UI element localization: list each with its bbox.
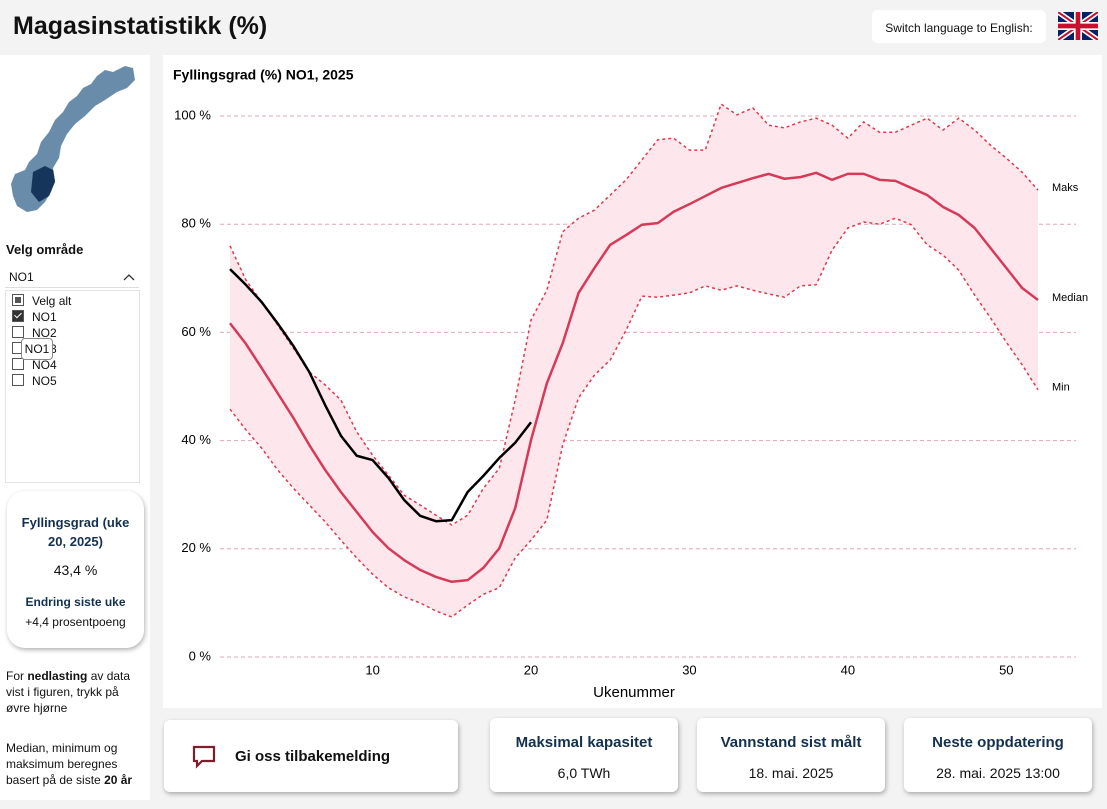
area-list: Velg altNO1NO2NO3NO4NO5 [5, 290, 140, 483]
uk-flag[interactable] [1058, 12, 1098, 40]
area-option[interactable]: NO2 [12, 325, 57, 341]
note-text: For [6, 669, 28, 683]
card-value: 18. mai. 2025 [748, 765, 834, 781]
x-tick-label: 30 [682, 662, 696, 677]
option-label: Velg alt [32, 294, 72, 308]
checkbox [12, 374, 24, 386]
kpi-change-title: Endring siste uke [25, 595, 126, 609]
language-button[interactable]: Switch language to English: [872, 10, 1046, 43]
series-end-label: Median [1052, 292, 1088, 304]
series-end-label: Min [1052, 382, 1070, 394]
feedback-text: Gi oss tilbakemelding [235, 748, 391, 765]
series-end-label: Maks [1052, 182, 1079, 194]
chart-panel: Fyllingsgrad (%) NO1, 2025 Ukenummer 0 %… [163, 55, 1102, 708]
checkbox [12, 310, 24, 322]
map-region-selected[interactable] [31, 166, 55, 202]
info-card: Vannstand sist målt 18. mai. 2025 [697, 718, 885, 792]
y-tick-label: 0 % [189, 648, 212, 663]
page-title: Magasinstatistikk (%) [13, 12, 268, 40]
x-axis-label: Ukenummer [593, 684, 675, 701]
x-tick-label: 40 [841, 662, 855, 677]
y-tick-label: 60 % [181, 324, 211, 339]
y-tick-label: 20 % [181, 540, 211, 555]
series-line [229, 217, 1039, 618]
note-text: nedlasting [27, 669, 88, 683]
option-label: NO2 [32, 326, 57, 340]
note-text: av data vist i figuren, trykk på øvre hj… [6, 669, 131, 715]
kpi-card: Fyllingsgrad (uke 20, 2025) 43,4 % Endri… [7, 491, 144, 648]
y-tick-label: 100 % [174, 107, 211, 122]
note: Median, minimum og maksimum beregnes bas… [6, 740, 146, 788]
info-card: Neste oppdatering 28. mai. 2025 13:00 [904, 718, 1092, 792]
y-tick-label: 40 % [181, 432, 211, 447]
card-title: Maksimal kapasitet [515, 734, 653, 751]
kpi-title: Fyllingsgrad (uke 20, 2025) [21, 515, 130, 549]
note: For nedlasting av data vist i figuren, t… [6, 668, 146, 716]
card-value: 28. mai. 2025 13:00 [936, 765, 1060, 781]
info-card: Maksimal kapasitet 6,0 TWh [490, 718, 678, 792]
checkbox [12, 358, 24, 370]
x-tick-label: 20 [524, 662, 538, 677]
area-dropdown[interactable]: NO1 [5, 266, 139, 288]
chart-title: Fyllingsgrad (%) NO1, 2025 [173, 67, 354, 83]
area-label: Velg område [6, 242, 84, 257]
map-region[interactable] [11, 66, 135, 212]
card-value: 6,0 TWh [557, 765, 611, 781]
feedback-icon [192, 745, 216, 769]
card-title: Neste oppdatering [932, 734, 1064, 751]
dropdown-value: NO1 [9, 270, 34, 284]
option-label: NO1 [32, 310, 57, 324]
feedback-button[interactable]: Gi oss tilbakemelding [164, 720, 458, 792]
note-text: 20 år [104, 773, 133, 787]
series-line [229, 268, 533, 523]
checkbox [12, 294, 24, 306]
range-band [230, 104, 1038, 617]
area-option[interactable]: NO5 [12, 373, 57, 389]
area-option[interactable]: NO4 [12, 357, 57, 373]
chevron [123, 274, 135, 281]
area-option[interactable]: NO1 [12, 309, 57, 325]
series-line [229, 171, 1039, 584]
checkbox [12, 326, 24, 338]
tooltip: NO1 [21, 338, 53, 360]
y-tick-label: 80 % [181, 216, 211, 231]
series-line [229, 103, 1039, 526]
note-text: Median, minimum og maksimum beregnes bas… [6, 741, 118, 787]
option-label: NO5 [32, 374, 57, 388]
kpi-change-value: +4,4 prosentpoeng [25, 615, 126, 629]
kpi-value: 43,4 % [53, 562, 98, 578]
x-tick-label: 50 [999, 662, 1013, 677]
x-tick-label: 10 [365, 662, 379, 677]
card-title: Vannstand sist målt [720, 734, 862, 751]
area-option[interactable]: Velg alt [12, 293, 71, 309]
chart: Fyllingsgrad (%) NO1, 2025 Ukenummer 0 %… [173, 67, 1088, 701]
map [11, 66, 135, 212]
option-label: NO4 [32, 358, 57, 372]
